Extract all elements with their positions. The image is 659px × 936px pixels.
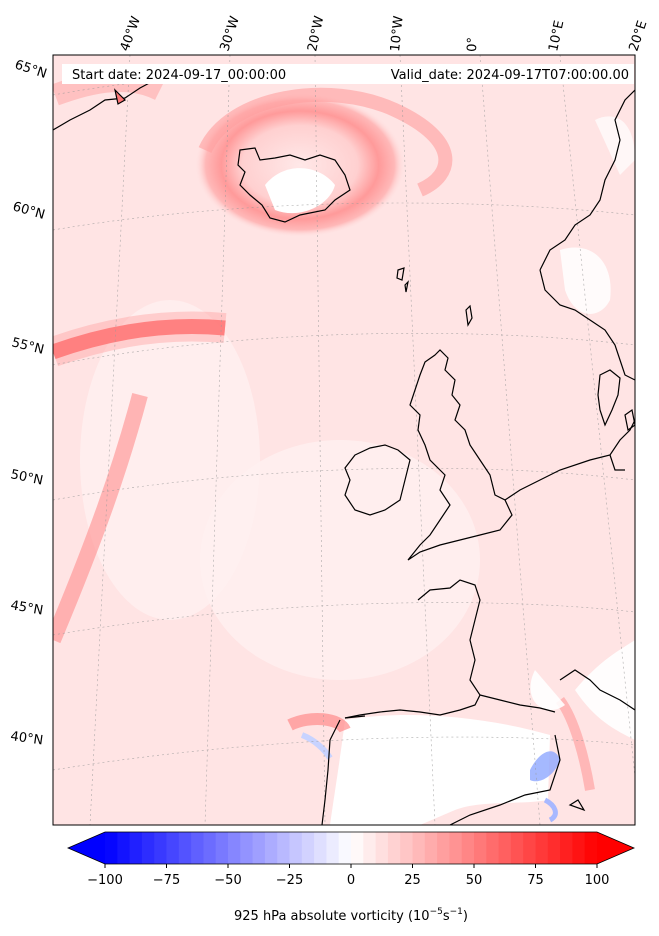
lat-label-55n: 55°N [10,335,45,357]
graticule [53,55,635,825]
colorbar-cell [178,832,192,864]
colorbar-cell [252,832,266,864]
colorbar-cell [141,832,155,864]
colorbar-cell [191,832,204,864]
colorbar-cell [375,832,389,864]
atlantic-jet-band [53,319,226,360]
curved-western-band [53,392,148,644]
colorbar-cell [474,832,487,864]
colorbar-tick-label: 100 [585,873,610,888]
colorbar-cell [154,832,167,864]
colorbar-cell [535,832,549,864]
colorbar-cell [523,832,536,864]
colorbar-cell [498,832,512,864]
colorbar-cell [486,832,500,864]
valid-date-label: Valid_date: 2024-09-17T07:00:00.00 [391,68,629,83]
colorbar-cell [572,832,586,864]
latitude-labels: 65°N 60°N 55°N 50°N 45°N 40°N [9,58,48,749]
colorbar-cell [424,832,438,864]
colorbar-tick-label: −50 [214,873,241,888]
colorbar-cell [461,832,475,864]
colorbar-cell [326,832,340,864]
colorbar-cell [277,832,290,864]
longitude-labels: 40°W 30°W 20°W 10°W 0° 10°E 20°E [118,14,651,53]
map-frame [52,54,636,826]
lon-label-30w: 30°W [218,14,243,53]
colorbar-cell [129,832,143,864]
lat-label-60n: 60°N [11,199,47,222]
colorbar-cell [314,832,327,864]
colorbar-cell [215,832,229,864]
colorbar-cell [412,832,426,864]
lat-label-40n: 40°N [9,729,44,748]
colorbar-label: 925 hPa absolute vorticity (10−5s−1) [234,907,468,924]
colorbar-cell [437,832,450,864]
colorbar-tick-label: −100 [87,873,123,888]
colorbar-cell [166,832,180,864]
colorbar-cell [301,832,315,864]
colorbar-ticks: −100 −75 −50 −25 0 25 50 75 100 [87,864,609,888]
colorbar-cell [264,832,278,864]
colorbar-tick-label: 25 [404,873,421,888]
colorbar-cell [560,832,573,864]
colorbar-cell [351,832,364,864]
coastlines [53,74,635,825]
colorbar-tick-label: −25 [276,873,303,888]
colorbar-cell [203,832,217,864]
lat-label-45n: 45°N [9,598,44,618]
colorbar-cell [228,832,241,864]
colorbar-cell [338,832,352,864]
mediterranean-strip [530,751,560,782]
lon-label-20e: 20°E [627,19,651,53]
lon-label-20w: 20°W [305,14,327,52]
colorbar-cell [289,832,303,864]
colorbar-cell [240,832,254,864]
colorbar-cell [363,832,377,864]
lat-label-50n: 50°N [9,467,44,488]
lon-label-40w: 40°W [118,14,144,53]
colorbar-cell [510,832,524,864]
start-date-label: Start date: 2024-09-17_00:00:00 [72,68,286,83]
colorbar-cell [117,832,131,864]
lon-label-10e: 10°E [546,19,567,53]
colorbar-high-extend [597,832,634,864]
colorbar-cell [400,832,413,864]
colorbar-cell [105,832,118,864]
colorbar-low-extend [68,832,105,864]
lat-label-65n: 65°N [13,58,49,82]
lon-label-10w: 10°W [388,15,407,52]
colorbar-cell [449,832,463,864]
colorbar-cell [584,832,598,864]
colorbar-cell [387,832,401,864]
colorbar-cell [547,832,561,864]
lon-label-0: 0° [465,37,481,52]
iberia-anticyclonic-patch [330,715,550,825]
colorbar: −100 −75 −50 −25 0 25 50 75 100 925 hPa absolute… [66,831,636,924]
iceland-cyclone-ring [195,93,405,237]
vorticity-field [53,55,635,825]
colorbar-tick-label: −75 [153,873,180,888]
colorbar-tick-label: 50 [466,873,483,888]
colorbar-tick-label: 0 [347,873,355,888]
colorbar-cells [105,832,598,864]
colorbar-tick-label: 75 [527,873,544,888]
